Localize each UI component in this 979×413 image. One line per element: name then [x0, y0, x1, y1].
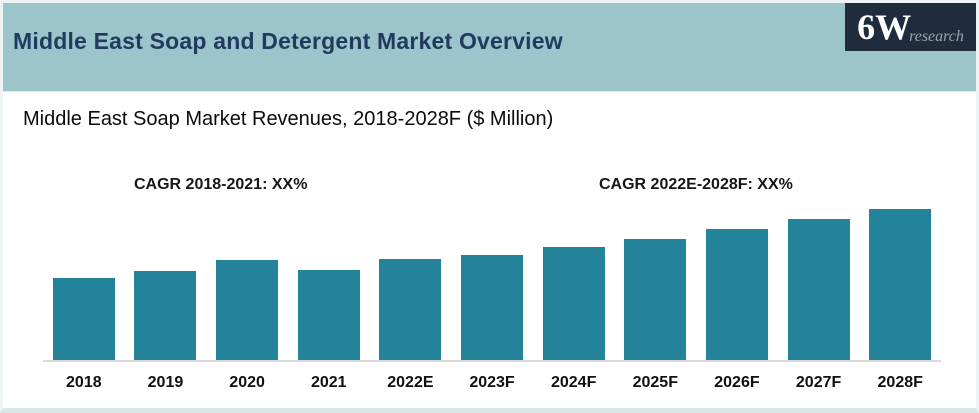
- logo-sub-text: research: [909, 28, 964, 45]
- logo-main-text: 6W: [857, 7, 912, 47]
- x-axis-label-2024F: 2024F: [550, 374, 597, 391]
- bars-plot-area: [43, 207, 941, 360]
- x-axis-labels: 2018 2019 2020 2021 2022E 2023F 2024F 2025F 2026…: [43, 374, 941, 392]
- x-axis-label-2022E: 2022E: [387, 374, 434, 391]
- bar-2019: [134, 271, 197, 360]
- cagr-annotation-right: CAGR 2022E-2028F: XX%: [599, 176, 793, 193]
- page-title: Middle East Soap and Detergent Market Ov…: [13, 28, 563, 54]
- bar-slot-2026F: [696, 229, 778, 360]
- bar-slot-2019: [125, 271, 207, 360]
- x-axis-label-2020: 2020: [229, 374, 265, 391]
- cagr-annotation-left: CAGR 2018-2021: XX%: [134, 176, 308, 193]
- bar-2020: [216, 260, 279, 360]
- logo-6wresearch: 6W research: [845, 3, 976, 51]
- bar-2026F: [705, 229, 768, 360]
- x-axis-label-2025F: 2025F: [632, 374, 678, 391]
- x-axis-label-2028F: 2028F: [877, 374, 923, 391]
- x-axis-label-2027F: 2027F: [795, 374, 842, 391]
- bar-2022E: [379, 259, 442, 360]
- bar-slot-2018: [43, 278, 125, 360]
- bar-slot-2028F: [859, 209, 941, 360]
- bar-slot-2022E: [370, 259, 452, 360]
- bar-slot-2024F: [533, 247, 615, 360]
- bar-slot-2021: [288, 270, 370, 360]
- header-band: Middle East Soap and Detergent Market Ov…: [3, 3, 976, 92]
- bar-2018: [52, 278, 115, 360]
- x-axis-label-2023F: 2023F: [469, 374, 515, 391]
- bar-slot-2020: [206, 260, 288, 360]
- x-axis-label-2021: 2021: [310, 374, 347, 391]
- bar-slot-2025F: [614, 239, 696, 360]
- bar-2028F: [869, 209, 932, 360]
- bar-slot-2023F: [451, 255, 533, 360]
- bar-2024F: [542, 247, 605, 360]
- bar-2023F: [461, 255, 524, 360]
- bar-2027F: [787, 219, 850, 360]
- x-axis-label-2019: 2019: [147, 374, 184, 391]
- x-axis-label-2026F: 2026F: [714, 374, 760, 391]
- x-axis-label-2018: 2018: [66, 374, 102, 391]
- x-axis-line: [43, 360, 941, 362]
- chart-title: Middle East Soap Market Revenues, 2018-2…: [23, 108, 554, 130]
- bar-2025F: [624, 239, 687, 360]
- bar-slot-2027F: [778, 219, 860, 360]
- bar-2021: [297, 270, 360, 360]
